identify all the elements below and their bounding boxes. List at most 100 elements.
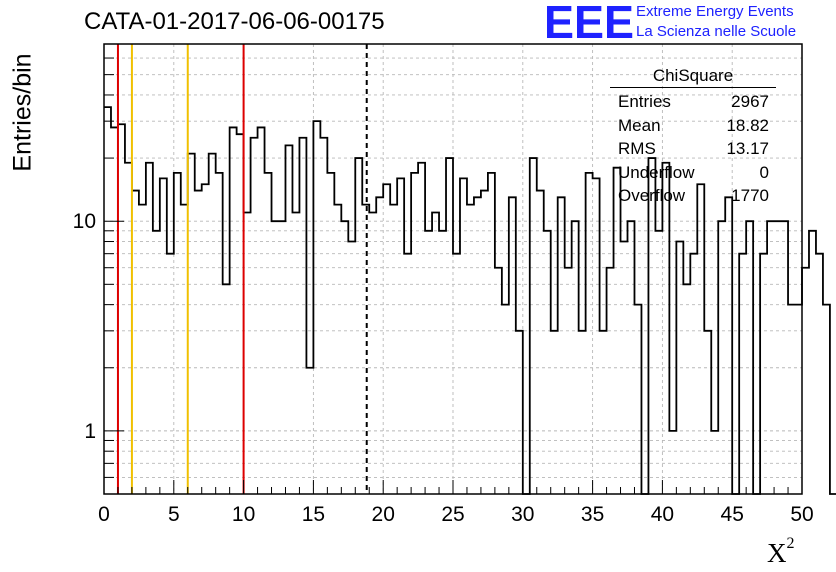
histogram-bin <box>160 178 167 494</box>
histogram-bin <box>760 254 767 494</box>
logo-line-2: La Scienza nelle Scuole <box>636 23 797 40</box>
histogram-bin <box>258 127 265 494</box>
histogram-bin <box>572 221 579 494</box>
histogram-bin <box>481 191 488 494</box>
y-axis-label-text: Entries/bin <box>8 53 37 172</box>
histogram-bin <box>502 305 509 494</box>
histogram-bin <box>404 254 411 494</box>
histogram-bin <box>285 145 292 494</box>
x-tick-label: 40 <box>651 503 674 526</box>
stats-label: RMS <box>618 139 656 158</box>
histogram-bin <box>530 158 537 494</box>
stats-label: Entries <box>618 92 671 111</box>
stats-row-underflow: Underflow 0 <box>610 161 776 185</box>
histogram-bin <box>739 254 746 494</box>
x-tick-label: 30 <box>511 503 534 526</box>
histogram-bin <box>230 127 237 494</box>
marker-lines <box>116 44 368 494</box>
x-tick-label: 25 <box>441 503 464 526</box>
eee-logo: EEE <box>544 0 634 42</box>
histogram-bars <box>104 106 836 495</box>
histogram-bin <box>634 305 641 494</box>
histogram-bin <box>467 205 474 494</box>
histogram-bin <box>788 305 795 494</box>
histogram-bin <box>795 305 802 494</box>
stats-row-overflow: Overflow 1770 <box>610 184 776 208</box>
histogram-bin <box>334 205 341 494</box>
histogram-bin <box>774 221 781 494</box>
stats-label: Underflow <box>618 162 695 182</box>
stats-label: Mean <box>618 115 661 135</box>
histogram-bin <box>355 158 362 494</box>
histogram-bin <box>118 124 125 494</box>
tick-labels: 0 5 10 15 20 25 30 35 40 45 50 1 10 <box>73 210 814 526</box>
stats-box: ChiSquare Entries 2967 Mean 18.82 RMS 13… <box>610 66 776 208</box>
x-axis-label: X2 <box>767 535 795 569</box>
page-title: CATA-01-2017-06-06-00175 <box>84 8 385 35</box>
histogram-bin <box>628 221 635 494</box>
x-tick-label: 10 <box>232 503 255 526</box>
histogram-bin <box>600 331 607 494</box>
histogram-bin <box>181 205 188 494</box>
histogram-bin <box>167 254 174 494</box>
histogram-bin <box>607 268 614 494</box>
histogram-bin <box>453 254 460 494</box>
histogram-bin <box>704 331 711 494</box>
stats-value: 1770 <box>731 186 769 205</box>
histogram-bin <box>648 158 655 494</box>
x-axis-label-superscript: 2 <box>786 535 795 552</box>
histogram-bin <box>460 178 467 494</box>
histogram-bin <box>439 231 446 494</box>
histogram-bin <box>816 254 823 494</box>
stats-row-rms: RMS 13.17 <box>610 137 776 161</box>
histogram-outline <box>104 106 836 495</box>
histogram-bin <box>125 163 132 494</box>
stats-row-entries: Entries 2967 <box>610 90 776 114</box>
histogram-bin <box>781 221 788 494</box>
stats-label: Overflow <box>618 186 686 205</box>
histogram-bin <box>397 178 404 494</box>
histogram-bin <box>495 268 502 494</box>
histogram-bin <box>690 254 697 494</box>
x-tick-label: 5 <box>168 503 180 526</box>
stats-value: 0 <box>759 162 769 182</box>
histogram-bin <box>655 231 662 494</box>
y-axis-label: Entries/bin <box>6 40 40 190</box>
x-tick-label: 35 <box>581 503 604 526</box>
histogram-bin <box>565 268 572 494</box>
x-tick-label: 0 <box>98 503 110 526</box>
histogram-bin <box>111 127 118 494</box>
histogram-bin <box>418 163 425 494</box>
eee-logo-mark: EEE <box>544 0 634 42</box>
x-tick-label: 20 <box>372 503 395 526</box>
stats-value: 13.17 <box>726 139 769 158</box>
histogram-bin <box>823 305 830 494</box>
logo-line-1: Extreme Energy Events <box>636 3 794 20</box>
histogram-bin <box>446 158 453 494</box>
x-axis-label-text: X <box>767 538 787 568</box>
axis-ticks <box>103 43 803 495</box>
histogram-bin <box>244 213 251 494</box>
histogram-bin <box>425 231 432 494</box>
histogram-bin <box>718 221 725 494</box>
histogram-bin <box>593 178 600 494</box>
y-tick-label: 10 <box>73 210 96 233</box>
histogram-bin <box>188 154 195 494</box>
x-tick-label: 15 <box>302 503 325 526</box>
histogram-bin <box>369 213 376 494</box>
histogram-bin <box>209 154 216 494</box>
histogram-bin <box>544 231 551 494</box>
stats-value: 18.82 <box>726 115 769 135</box>
histogram-bin <box>223 284 230 494</box>
x-tick-label: 50 <box>790 503 813 526</box>
y-tick-label: 1 <box>84 420 96 443</box>
histogram-bin <box>767 221 774 494</box>
histogram-bin <box>683 284 690 494</box>
histogram-bin <box>432 213 439 494</box>
histogram-bin <box>662 163 669 494</box>
logo-text: Extreme Energy Events La Scienza nelle S… <box>636 2 796 42</box>
histogram-bin <box>195 191 202 494</box>
stats-value: 2967 <box>731 92 769 111</box>
histogram-bin <box>139 205 146 494</box>
